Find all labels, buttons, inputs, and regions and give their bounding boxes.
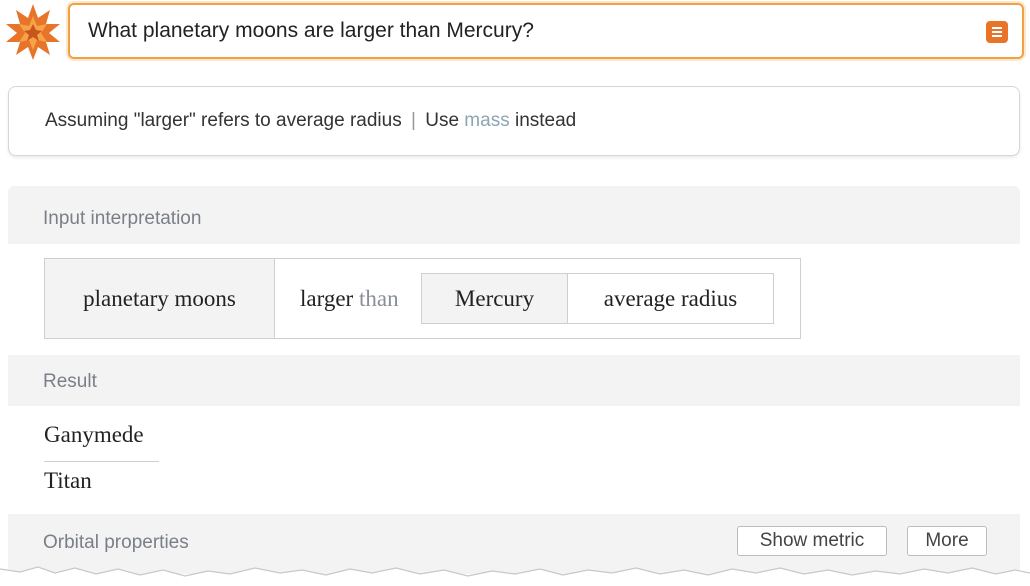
interpretation-subject: planetary moons: [45, 259, 275, 338]
interpretation-relation: larger than: [300, 259, 399, 338]
torn-edge: [0, 566, 1030, 586]
search-bar: [68, 3, 1024, 59]
orbital-properties-title: Orbital properties: [43, 532, 189, 553]
result-item-titan[interactable]: Titan: [44, 468, 92, 493]
use-mass-link[interactable]: mass: [464, 110, 510, 131]
result-body: [8, 406, 1020, 514]
relation-connector: than: [358, 286, 399, 311]
show-metric-button[interactable]: Show metric: [737, 526, 887, 556]
assumption-use-prefix: Use: [425, 110, 460, 131]
result-item-ganymede[interactable]: Ganymede: [44, 422, 144, 447]
wolfram-alpha-logo-icon[interactable]: [3, 2, 63, 62]
input-mode-icon[interactable]: [986, 21, 1008, 43]
assumption-separator: |: [411, 110, 416, 131]
interpretation-property: average radius: [603, 286, 738, 311]
assumption-bar: Assuming "larger" refers to average radi…: [8, 86, 1020, 156]
assumption-suffix: instead: [514, 110, 577, 131]
result-divider: [44, 461, 159, 462]
more-button[interactable]: More: [907, 526, 987, 556]
assumption-text: Assuming "larger" refers to average radi…: [45, 110, 402, 131]
result-title: Result: [43, 371, 97, 392]
relation-main: larger: [300, 286, 354, 311]
input-interpretation-header: [8, 186, 1020, 244]
result-header: [8, 355, 1020, 406]
search-input[interactable]: [88, 5, 968, 57]
interpretation-object: Mercury: [422, 274, 568, 323]
interpretation-table: planetary moons larger than Mercury aver…: [44, 258, 801, 339]
interpretation-comparison: Mercury average radius: [421, 273, 774, 324]
input-interpretation-title: Input interpretation: [43, 208, 202, 229]
